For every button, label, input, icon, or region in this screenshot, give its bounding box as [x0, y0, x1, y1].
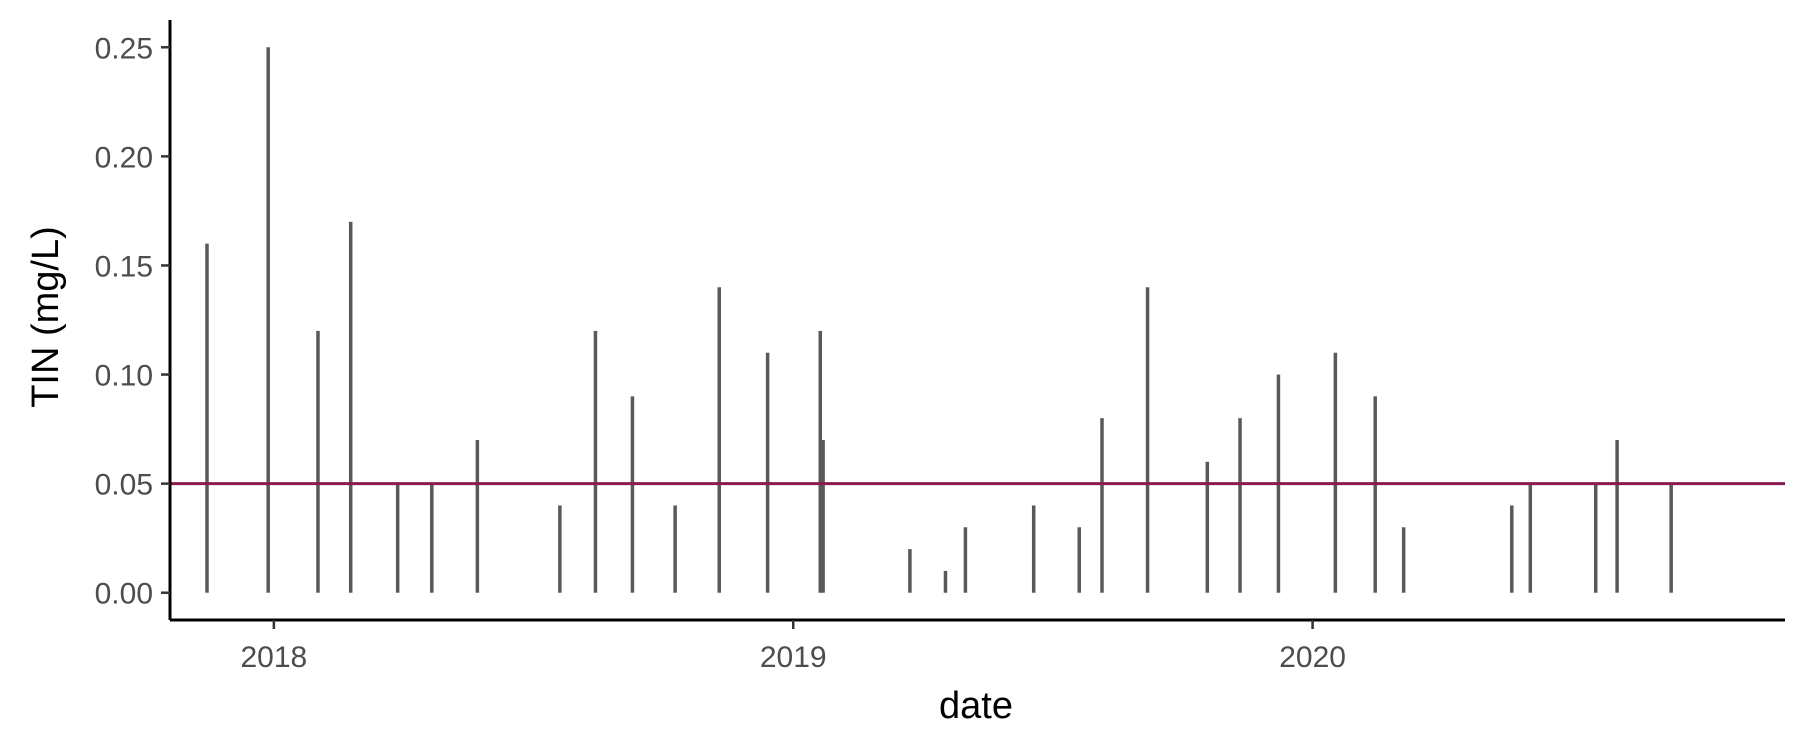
labels-layer: 0.00 0.05 0.10 0.15 0.20 0.25 2018 2019 2020	[95, 32, 1346, 674]
bar	[1594, 483, 1598, 593]
bar	[1031, 505, 1036, 593]
bar	[818, 330, 823, 593]
bar	[1100, 418, 1104, 593]
y-axis-title: TIN (mg/L)	[25, 226, 67, 408]
bar	[717, 287, 721, 593]
x-tick-label: 2018	[240, 641, 307, 674]
bar	[316, 330, 320, 593]
bar	[1510, 505, 1514, 593]
y-tick-label: 0.15	[95, 250, 153, 283]
bar	[593, 330, 598, 593]
x-tick-label: 2019	[760, 641, 827, 674]
bar	[348, 221, 353, 593]
bar	[821, 440, 825, 593]
bar	[395, 483, 400, 593]
bar	[205, 243, 209, 593]
bar	[1333, 352, 1338, 593]
bar	[963, 527, 968, 593]
bar	[1205, 461, 1210, 593]
axes-layer	[161, 20, 1785, 629]
y-tick-label: 0.25	[95, 32, 153, 65]
bar	[943, 570, 948, 593]
bar	[765, 352, 770, 593]
bar	[1145, 287, 1150, 593]
bar	[475, 440, 480, 593]
bar	[1615, 440, 1619, 593]
bar	[1238, 418, 1242, 593]
bar	[630, 396, 635, 593]
bar	[673, 505, 677, 593]
bar	[266, 47, 270, 593]
bar	[1669, 483, 1673, 593]
bars-layer	[205, 47, 1673, 593]
y-tick-label: 0.10	[95, 360, 153, 393]
bar	[1373, 396, 1377, 593]
x-axis-title: date	[939, 685, 1013, 727]
bar	[908, 549, 912, 593]
y-tick-label: 0.20	[95, 141, 153, 174]
y-tick-label: 0.05	[95, 469, 153, 502]
bar	[1528, 483, 1533, 593]
bar	[1401, 527, 1406, 593]
bar	[558, 505, 562, 593]
bar	[1077, 527, 1081, 593]
bar	[430, 483, 434, 593]
x-tick-label: 2020	[1279, 641, 1346, 674]
y-tick-label: 0.00	[95, 578, 153, 611]
